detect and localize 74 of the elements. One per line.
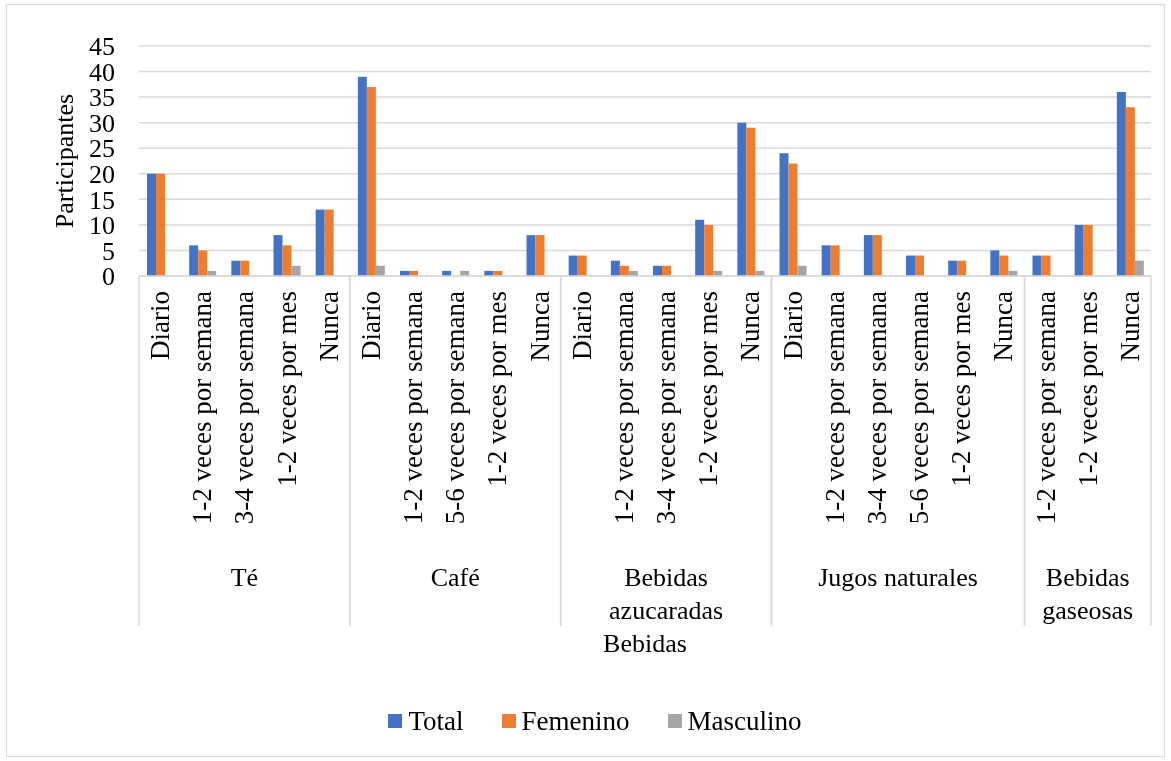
bar [324,209,334,276]
bar [156,173,166,276]
bar [737,122,747,276]
x-tick-label: Diario [566,291,597,360]
legend-label: Total [408,705,464,737]
text: Bebidas azucaradas [609,563,724,626]
bar [746,127,756,276]
bar [999,255,1009,276]
x-tick-label: 5-6 veces por semana [440,290,471,525]
bar [990,250,1000,276]
bar [577,255,587,276]
bar [948,260,958,276]
x-tick-label: Diario [777,291,808,360]
x-tick-label: 1-2 veces por semana [819,290,850,525]
bar [821,245,831,276]
bar [198,250,208,276]
bar [1116,92,1126,276]
bar [535,235,545,276]
text: Té [230,563,259,593]
bar [240,260,250,276]
y-axis-title: Participantes [50,93,80,229]
bar [282,245,292,276]
bar [1125,107,1135,276]
bar [915,255,925,276]
bar [231,260,241,276]
bar [315,209,325,276]
bar [273,235,283,276]
x-tick-label: 1-2 veces por mes [482,291,513,487]
bar [357,76,367,276]
bar [863,235,873,276]
x-tick-label: Nunca [988,290,1019,362]
bar [695,219,705,276]
x-tick-label: 1-2 veces por semana [608,290,639,525]
bar [788,163,798,276]
x-tick-label: 1-2 veces por semana [1030,290,1061,525]
x-tick-label: 3-4 veces por semana [861,290,892,525]
bar [147,173,157,276]
x-tick-label: 1-2 veces por semana [187,290,218,525]
bar [1134,260,1144,276]
text: Jugos naturales [818,563,978,593]
x-axis-title: Bebidas [603,629,687,659]
bar [568,255,578,276]
x-tick-label: 5-6 veces por semana [903,290,934,525]
x-tick-label: 3-4 veces por semana [650,290,681,525]
bar [906,255,916,276]
bar [872,235,882,276]
bar [1074,224,1084,276]
text: Bebidas gaseosas [1042,563,1134,626]
text: Café [430,563,480,593]
x-tick-label: Nunca [735,290,766,362]
bar [526,235,536,276]
x-tick-label: Diario [355,291,386,360]
bar [830,245,840,276]
bar [189,245,199,276]
bar [1041,255,1051,276]
bar [610,260,620,276]
x-tick-label: 1-2 veces por mes [271,291,302,487]
x-tick-label: Diario [144,291,175,360]
bar [366,86,376,276]
x-tick-label: Nunca [1114,290,1145,362]
x-tick-label: Nunca [524,290,555,362]
x-tick-label: 1-2 veces por mes [946,291,977,487]
x-tick-label: 1-2 veces por mes [1072,291,1103,487]
legend-label: Masculino [687,705,802,737]
x-tick-label: 1-2 veces por semana [397,290,428,525]
bar [1083,224,1093,276]
x-tick-label: 3-4 veces por semana [229,290,260,525]
x-tick-label: Nunca [313,290,344,362]
x-tick-label: 1-2 veces por mes [693,291,724,487]
bar [704,224,714,276]
legend-label: Femenino [521,705,630,737]
bar [1032,255,1042,276]
bar [957,260,967,276]
bar [779,153,789,276]
